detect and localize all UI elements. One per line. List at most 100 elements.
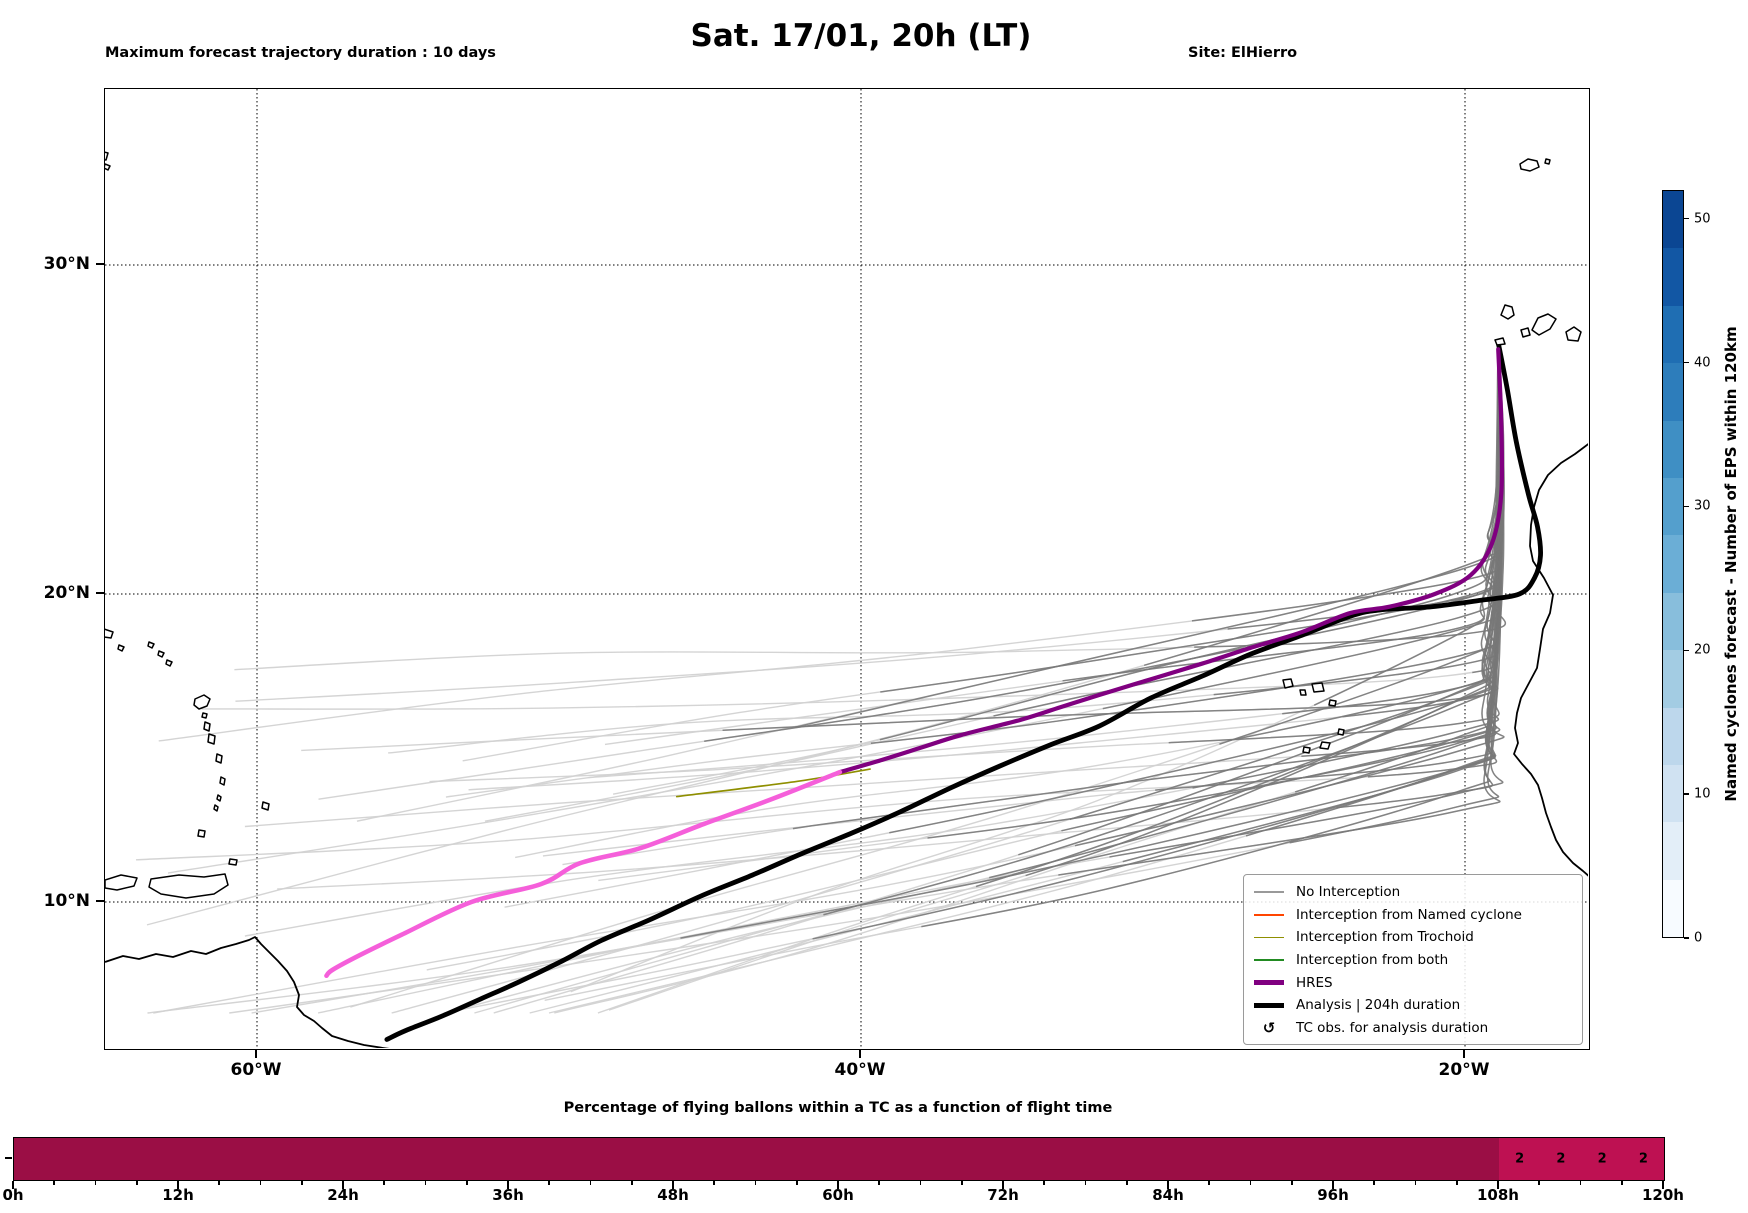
strip-minor-tick <box>1373 1180 1376 1186</box>
eps-trajectory <box>554 342 1503 1014</box>
colorbar-segment <box>1663 822 1683 880</box>
strip-tick-label: 0h <box>2 1186 24 1204</box>
islands-madeira <box>1519 158 1551 172</box>
colorbar-segment <box>1663 248 1683 306</box>
colorbar-segment <box>1663 650 1683 708</box>
strip-minor-tick <box>94 1180 97 1186</box>
strip-tick-label: 84h <box>1152 1186 1184 1204</box>
colorbar-segment <box>1663 191 1683 249</box>
colorbar-segment <box>1663 592 1683 651</box>
islands-trinidad-paria <box>105 873 229 899</box>
eps-trajectory-faded <box>158 342 1504 742</box>
strip-minor-tick <box>259 1180 262 1186</box>
strip-value-label: 2 <box>1556 1151 1566 1167</box>
strip-minor-tick <box>630 1180 633 1186</box>
eps-trajectory <box>235 342 1505 702</box>
eps-trajectory <box>612 342 1502 795</box>
eps-trajectory <box>562 342 1504 866</box>
strip-tick-label: 24h <box>327 1186 359 1204</box>
strip-major-tick <box>1662 1180 1664 1189</box>
eps-trajectory <box>201 342 1500 710</box>
y-tick-label: 20°N <box>43 583 90 603</box>
legend-item-label: HRES <box>1296 974 1333 991</box>
strip-minor-tick <box>1455 1180 1458 1186</box>
eps-trajectory <box>158 342 1504 742</box>
tc-obs-icon: ↺ <box>1262 1018 1276 1037</box>
strip-minor-tick <box>300 1180 303 1186</box>
strip-tick-label: 120h <box>1642 1186 1684 1204</box>
x-tick-label: 60°W <box>230 1060 282 1080</box>
eps-trajectory <box>544 342 1505 1001</box>
strip-major-tick <box>1497 1180 1499 1189</box>
strip-minor-tick <box>424 1180 427 1186</box>
strip-tick-label: 12h <box>162 1186 194 1204</box>
strip-major-tick <box>342 1180 344 1189</box>
strip-minor-tick <box>53 1180 56 1186</box>
strip-minor-tick <box>1084 1180 1087 1186</box>
x-tick-mark <box>255 1050 257 1058</box>
strip-minor-tick <box>1290 1180 1293 1186</box>
eps-trajectory <box>277 342 1503 890</box>
strip-tick-label: 72h <box>987 1186 1019 1204</box>
strip-segment-zero <box>14 1138 1499 1180</box>
strip-minor-tick <box>919 1180 922 1186</box>
strip-segment-nonzero <box>1499 1138 1664 1180</box>
strip-major-tick <box>1002 1180 1004 1189</box>
strip-minor-tick <box>1249 1180 1252 1186</box>
colorbar-tick-mark <box>1684 793 1689 795</box>
eps-trajectory-faded <box>562 342 1504 866</box>
colorbar-tick-label: 40 <box>1694 355 1711 371</box>
trajectory-interception-from-trochoid <box>675 768 871 798</box>
coastline-africa <box>1513 443 1588 877</box>
legend-item-label: TC obs. for analysis duration <box>1296 1019 1489 1036</box>
islands-lesser-antilles <box>105 628 270 866</box>
colorbar-label: Named cyclones forecast - Number of EPS … <box>1722 326 1740 802</box>
colorbar-segment <box>1663 477 1683 536</box>
strip-tick-label: 60h <box>822 1186 854 1204</box>
legend-line-swatch <box>1254 980 1284 985</box>
strip-major-tick <box>507 1180 509 1189</box>
legend-line-swatch <box>1254 1003 1284 1008</box>
legend-line-swatch <box>1254 913 1284 916</box>
strip-y-tick <box>5 1157 12 1159</box>
balloon-percentage-strip: 2 2 2 2 <box>13 1137 1665 1181</box>
colorbar-tick-mark <box>1684 649 1689 651</box>
strip-minor-tick <box>754 1180 757 1186</box>
eps-trajectory-faded <box>234 342 1507 671</box>
colorbar-segment <box>1663 879 1683 938</box>
coastline-south-america <box>105 936 390 1048</box>
eps-trajectory <box>234 342 1507 671</box>
strip-major-tick <box>1167 1180 1169 1189</box>
map-legend: No Interception Interception from Named c… <box>1243 874 1583 1045</box>
y-tick-mark <box>96 900 104 902</box>
y-tick-mark <box>96 592 104 594</box>
x-tick-mark <box>1463 1050 1465 1058</box>
x-tick-label: 40°W <box>834 1060 886 1080</box>
strip-minor-tick <box>383 1180 386 1186</box>
strip-major-tick <box>672 1180 674 1189</box>
strip-title: Percentage of flying ballons within a TC… <box>563 1100 1113 1116</box>
legend-item: Interception from Trochoid <box>1254 926 1572 949</box>
strip-tick-label: 108h <box>1477 1186 1519 1204</box>
param-line: Maximum forecast trajectory duration : 1… <box>105 45 496 61</box>
legend-line-swatch <box>1254 936 1284 939</box>
legend-item-label: No Interception <box>1296 884 1401 901</box>
trajectory-hres-extension <box>324 769 843 979</box>
eps-trajectory-faded <box>277 342 1503 890</box>
colorbar-tick-label: 30 <box>1694 498 1711 514</box>
colorbar-tick-label: 20 <box>1694 642 1711 658</box>
strip-minor-tick <box>795 1180 798 1186</box>
colorbar-segment <box>1663 535 1683 593</box>
eps-trajectory <box>429 342 1501 783</box>
y-tick-mark <box>96 263 104 265</box>
legend-item: No Interception <box>1254 881 1572 904</box>
eps-trajectory-faded <box>515 342 1502 859</box>
colorbar <box>1662 190 1684 938</box>
strip-major-tick <box>177 1180 179 1189</box>
y-tick-label: 10°N <box>43 891 90 911</box>
legend-item-label: Analysis | 204h duration <box>1296 997 1461 1014</box>
colorbar-tick-label: 50 <box>1694 211 1711 227</box>
strip-minor-tick <box>713 1180 716 1186</box>
strip-minor-tick <box>1579 1180 1582 1186</box>
y-tick-label: 30°N <box>43 254 90 274</box>
